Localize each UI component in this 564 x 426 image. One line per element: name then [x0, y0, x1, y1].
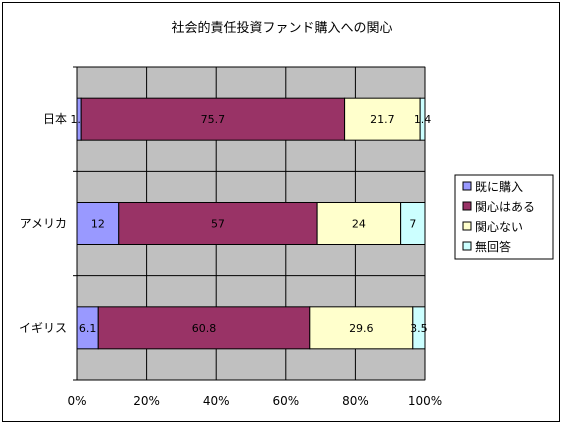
- x-tick-label: 80%: [342, 394, 369, 408]
- data-label: 24: [352, 218, 366, 231]
- x-tick-label: 40%: [203, 394, 230, 408]
- x-tick-label: 100%: [408, 394, 442, 408]
- bar-segment: [400, 202, 426, 245]
- chart-title: 社会的責任投資ファンド購入への関心: [171, 20, 392, 36]
- legend-swatch: [462, 181, 472, 191]
- bar-segment: [316, 202, 402, 245]
- legend-label: 関心ない: [475, 220, 523, 234]
- legend-swatch: [462, 221, 472, 231]
- category-label: イギリス: [19, 321, 67, 335]
- category-label: アメリカ: [20, 217, 67, 231]
- x-tick-label: 0%: [67, 394, 86, 408]
- category-label: 日本: [43, 112, 67, 126]
- legend-label: 関心はある: [475, 200, 535, 214]
- bar-segment: [412, 306, 426, 350]
- legend-label: 既に購入: [475, 180, 523, 194]
- x-tick-label: 20%: [133, 394, 160, 408]
- legend-swatch: [462, 241, 472, 251]
- data-label: 6.1: [79, 322, 97, 335]
- data-label: 57: [211, 218, 225, 231]
- data-label: 3.5: [410, 322, 428, 335]
- x-tick-label: 60%: [272, 394, 299, 408]
- data-label: 7: [409, 218, 416, 231]
- data-label: 21.7: [370, 113, 395, 126]
- legend-swatch: [462, 201, 472, 211]
- data-label: 60.8: [192, 322, 217, 335]
- bar-segment: [118, 202, 318, 245]
- bar-segment: [419, 97, 426, 141]
- data-label: 12: [91, 218, 105, 231]
- data-label: 29.6: [349, 322, 374, 335]
- data-label: 75.7: [201, 113, 226, 126]
- bar-segment: [309, 306, 414, 350]
- bar-segment: [76, 202, 120, 245]
- legend-label: 無回答: [475, 239, 511, 254]
- data-label: 1.4: [414, 113, 432, 126]
